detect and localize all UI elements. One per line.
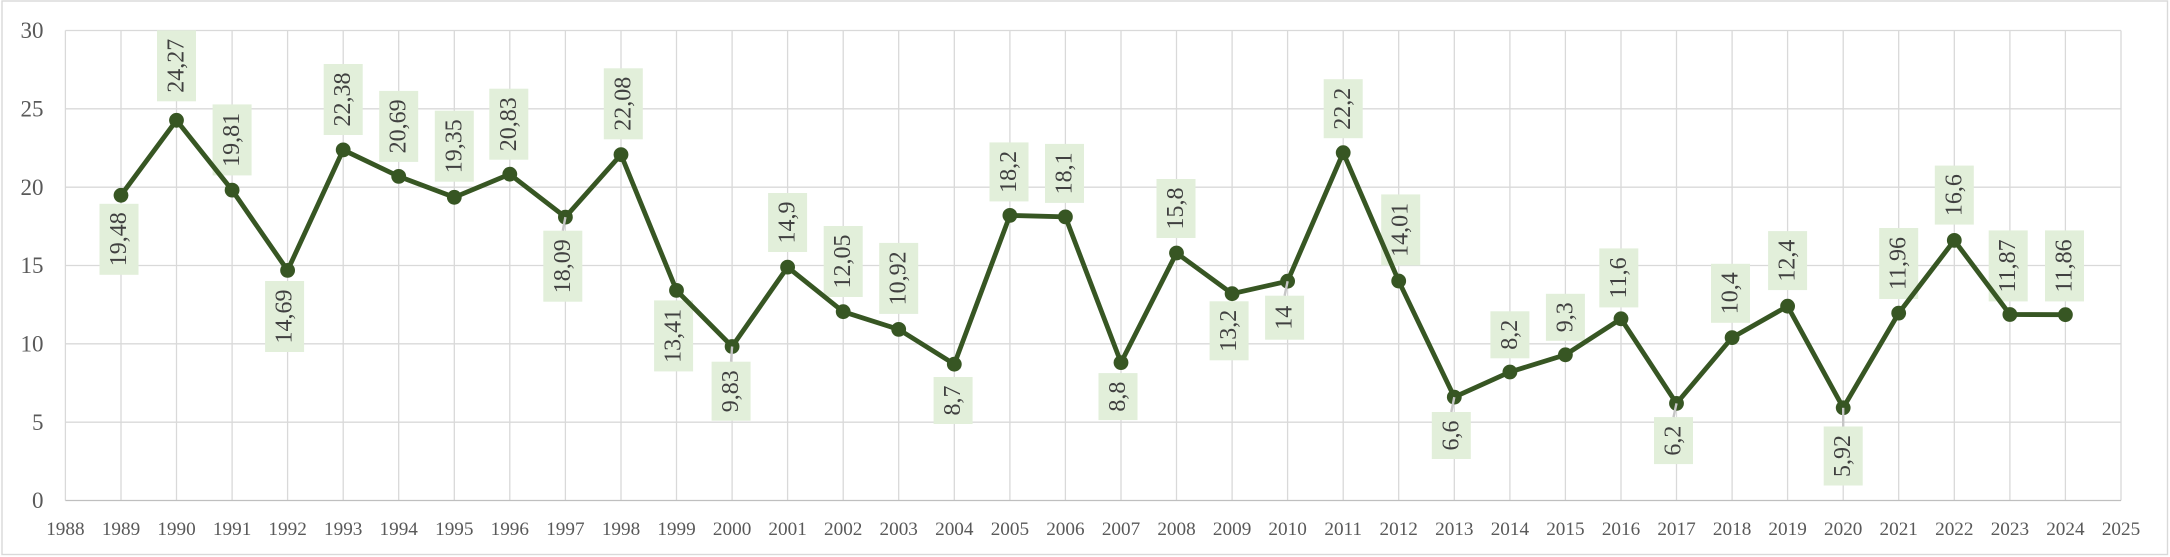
svg-text:19,81: 19,81 [219, 113, 245, 167]
svg-text:19,35: 19,35 [441, 119, 467, 173]
svg-text:1993: 1993 [324, 519, 362, 540]
svg-text:22,2: 22,2 [1330, 88, 1356, 130]
svg-text:2014: 2014 [1491, 519, 1530, 540]
svg-text:1989: 1989 [102, 519, 140, 540]
svg-text:1988: 1988 [46, 519, 84, 540]
svg-text:2011: 2011 [1324, 519, 1362, 540]
svg-text:1992: 1992 [268, 519, 306, 540]
svg-text:18,09: 18,09 [550, 239, 576, 293]
svg-text:15: 15 [21, 253, 44, 278]
svg-text:14,9: 14,9 [775, 202, 801, 244]
svg-text:11,87: 11,87 [1995, 239, 2021, 292]
svg-text:1991: 1991 [213, 519, 251, 540]
svg-text:6,2: 6,2 [1661, 426, 1687, 456]
svg-text:15,8: 15,8 [1163, 188, 1189, 230]
svg-text:12,05: 12,05 [830, 235, 856, 289]
svg-text:18,2: 18,2 [996, 151, 1022, 193]
svg-text:8,8: 8,8 [1105, 382, 1131, 412]
svg-text:11,6: 11,6 [1606, 257, 1632, 298]
svg-text:8,7: 8,7 [940, 386, 966, 416]
svg-text:14: 14 [1272, 306, 1298, 330]
svg-text:2021: 2021 [1880, 519, 1918, 540]
svg-text:2007: 2007 [1102, 519, 1141, 540]
svg-text:22,38: 22,38 [330, 73, 356, 127]
svg-text:2010: 2010 [1268, 519, 1306, 540]
svg-text:2019: 2019 [1768, 519, 1806, 540]
svg-text:2000: 2000 [713, 519, 751, 540]
svg-text:24,27: 24,27 [164, 39, 190, 93]
svg-text:13,2: 13,2 [1216, 310, 1242, 352]
svg-text:9,3: 9,3 [1552, 302, 1578, 332]
svg-text:1998: 1998 [602, 519, 640, 540]
svg-text:2023: 2023 [1991, 519, 2029, 540]
svg-text:2002: 2002 [824, 519, 862, 540]
svg-text:10,92: 10,92 [886, 251, 912, 305]
svg-text:13,41: 13,41 [661, 309, 687, 363]
svg-text:2024: 2024 [2046, 519, 2085, 540]
svg-text:2017: 2017 [1657, 519, 1696, 540]
svg-text:20,69: 20,69 [386, 99, 412, 153]
svg-text:19,48: 19,48 [106, 212, 132, 266]
svg-text:2025: 2025 [2102, 519, 2140, 540]
svg-text:2020: 2020 [1824, 519, 1862, 540]
svg-text:1997: 1997 [546, 519, 585, 540]
svg-text:2015: 2015 [1546, 519, 1584, 540]
svg-text:30: 30 [21, 18, 44, 43]
svg-text:2022: 2022 [1935, 519, 1973, 540]
svg-text:2003: 2003 [880, 519, 918, 540]
svg-text:0: 0 [32, 488, 44, 513]
svg-text:10,4: 10,4 [1718, 272, 1744, 314]
svg-text:12,4: 12,4 [1775, 240, 1801, 282]
svg-text:2018: 2018 [1713, 519, 1751, 540]
svg-text:6,6: 6,6 [1438, 421, 1464, 451]
svg-text:1994: 1994 [380, 519, 419, 540]
svg-text:11,96: 11,96 [1886, 237, 1912, 290]
svg-text:8,2: 8,2 [1497, 320, 1523, 350]
svg-text:2009: 2009 [1213, 519, 1251, 540]
svg-text:5: 5 [32, 410, 44, 435]
svg-text:11,86: 11,86 [2052, 239, 2078, 292]
svg-text:14,69: 14,69 [272, 290, 298, 344]
svg-text:2013: 2013 [1435, 519, 1473, 540]
svg-text:2012: 2012 [1380, 519, 1418, 540]
svg-text:2006: 2006 [1046, 519, 1085, 540]
svg-text:1990: 1990 [157, 519, 195, 540]
svg-text:20: 20 [21, 175, 44, 200]
svg-text:1999: 1999 [657, 519, 695, 540]
svg-text:22,08: 22,08 [610, 77, 636, 131]
svg-text:1995: 1995 [435, 519, 473, 540]
svg-text:2016: 2016 [1602, 519, 1641, 540]
svg-text:1996: 1996 [491, 519, 530, 540]
svg-text:2004: 2004 [935, 519, 974, 540]
svg-text:5,92: 5,92 [1830, 435, 1856, 477]
svg-text:14,01: 14,01 [1388, 203, 1414, 257]
svg-text:10: 10 [21, 331, 44, 356]
svg-text:2008: 2008 [1157, 519, 1195, 540]
svg-text:25: 25 [21, 96, 44, 121]
svg-text:16,6: 16,6 [1941, 174, 1967, 216]
svg-text:18,1: 18,1 [1052, 152, 1078, 194]
svg-text:2001: 2001 [768, 519, 806, 540]
svg-text:2005: 2005 [991, 519, 1029, 540]
svg-text:20,83: 20,83 [496, 97, 522, 151]
svg-text:9,83: 9,83 [718, 370, 744, 412]
